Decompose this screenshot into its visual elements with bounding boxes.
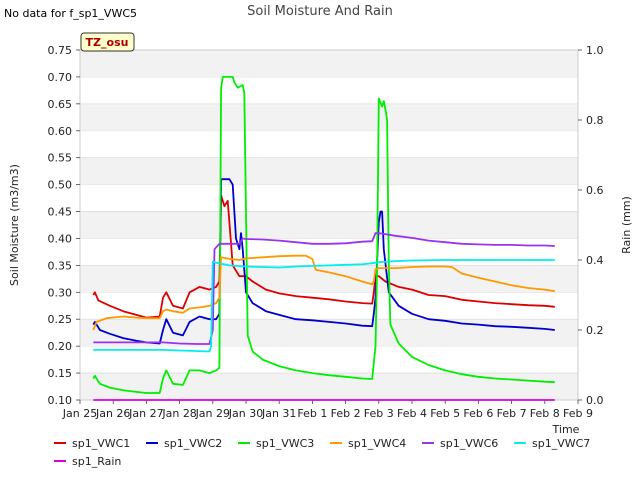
legend-label-sp1_VWC4: sp1_VWC4 (348, 437, 406, 450)
series-line-sp1_VWC3 (92, 76, 555, 394)
y-tick-label: 0.70 (48, 71, 73, 84)
y-tick-label: 0.35 (48, 259, 73, 272)
y-tick-label: 0.60 (48, 125, 73, 138)
y-tick-label: 0.30 (48, 286, 73, 299)
x-tick-label: Feb 9 (563, 407, 593, 420)
x-tick-label: Jan 25 (62, 407, 97, 420)
y2-tick-label: 1.0 (586, 44, 604, 57)
y-tick-label: 0.10 (48, 394, 73, 407)
x-tick-label: Jan 29 (195, 407, 230, 420)
grid-band (80, 50, 578, 77)
x-tick-label: Jan 30 (228, 407, 263, 420)
no-data-note: No data for f_sp1_VWC5 (4, 7, 138, 20)
x-tick-label: Jan 31 (261, 407, 296, 420)
y-axis-label: Soil Moisture (m3/m3) (8, 164, 21, 286)
legend-label-sp1_VWC2: sp1_VWC2 (164, 437, 222, 450)
grid-band (80, 211, 578, 239)
x-tick-label: Feb 3 (364, 407, 394, 420)
legend-label-sp1_VWC1: sp1_VWC1 (72, 437, 130, 450)
y-tick-label: 0.75 (48, 44, 73, 57)
x-tick-label: Feb 2 (331, 407, 361, 420)
legend-label-sp1_VWC6: sp1_VWC6 (440, 437, 498, 450)
x-tick-label: Jan 28 (161, 407, 196, 420)
x-axis-label: Time (552, 423, 580, 436)
legend-label-sp1_Rain: sp1_Rain (72, 455, 121, 468)
site-label: TZ_osu (86, 36, 129, 49)
x-tick-label: Feb 7 (497, 407, 527, 420)
y2-tick-label: 0.4 (586, 254, 604, 267)
x-tick-label: Feb 8 (530, 407, 560, 420)
y2-axis-label: Rain (mm) (620, 196, 633, 254)
y-tick-label: 0.65 (48, 98, 73, 111)
y2-tick-label: 0.6 (586, 184, 604, 197)
series-line-sp1_VWC4 (92, 254, 555, 331)
series-line-sp1_VWC2 (92, 178, 555, 345)
series-line-sp1_VWC7 (93, 259, 555, 353)
series-line-sp1_VWC1 (92, 194, 555, 319)
series-line-sp1_VWC6 (93, 232, 555, 345)
grid-band (80, 103, 578, 131)
x-tick-label: Feb 4 (397, 407, 427, 420)
grid-band (80, 157, 578, 185)
x-tick-label: Feb 5 (430, 407, 460, 420)
y2-tick-label: 0.8 (586, 114, 604, 127)
x-tick-label: Feb 6 (463, 407, 493, 420)
legend-label-sp1_VWC7: sp1_VWC7 (532, 437, 590, 450)
y-tick-label: 0.15 (48, 367, 73, 380)
y2-tick-label: 0.0 (586, 394, 604, 407)
grid-band (80, 373, 578, 400)
y-tick-label: 0.20 (48, 340, 73, 353)
site-label-box (80, 32, 135, 52)
y-tick-label: 0.25 (48, 313, 73, 326)
grid-band (80, 265, 578, 293)
y2-tick-label: 0.2 (586, 324, 604, 337)
y-tick-label: 0.40 (48, 232, 73, 245)
y-tick-label: 0.55 (48, 152, 73, 165)
y-tick-label: 0.50 (48, 179, 73, 192)
x-tick-label: Feb 1 (297, 407, 327, 420)
legend-label-sp1_VWC3: sp1_VWC3 (256, 437, 314, 450)
chart-title: Soil Moisture And Rain (247, 4, 393, 19)
y-tick-label: 0.45 (48, 206, 73, 219)
x-tick-label: Jan 26 (95, 407, 130, 420)
x-tick-label: Jan 27 (128, 407, 163, 420)
